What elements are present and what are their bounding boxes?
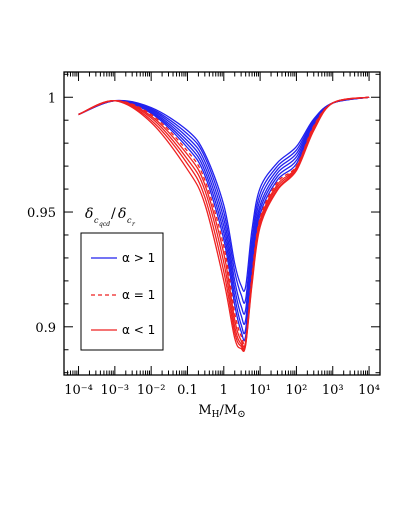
x-tick-label: 10⁻⁴ <box>64 383 93 398</box>
y-tick-labels: 0.9 0.95 1 <box>27 91 56 336</box>
x-tick-label: 10⁴ <box>358 383 380 398</box>
series-line-alpha_gt_1-4 <box>78 96 370 335</box>
x-tick-label: 10³ <box>322 383 344 398</box>
series-line-alpha_lt_1-10 <box>78 96 370 352</box>
y-tick-label: 0.95 <box>27 206 56 221</box>
tick-marks <box>63 72 381 375</box>
svg-text:/: / <box>111 206 116 222</box>
x-tick-label: 10² <box>286 383 308 398</box>
svg-text:δ: δ <box>118 206 126 222</box>
svg-text:r: r <box>132 221 136 228</box>
series-lines <box>78 96 370 352</box>
series-line-alpha_gt_1-2 <box>78 96 370 315</box>
legend-label: α < 1 <box>122 323 155 337</box>
x-tick-label: 1 <box>220 383 228 398</box>
svg-text:c: c <box>127 216 132 225</box>
y-tick-label: 0.9 <box>35 321 56 336</box>
series-line-alpha_eq_1-6 <box>78 96 370 345</box>
x-tick-label: 10¹ <box>249 383 271 398</box>
series-line-alpha_gt_1-1 <box>78 96 370 304</box>
series-line-alpha_gt_1-0 <box>78 96 370 293</box>
x-tick-labels: 10⁻⁴ 10⁻³ 10⁻² 0.1 1 10¹ 10² 10³ 10⁴ <box>64 383 380 398</box>
x-tick-label: 0.1 <box>177 383 198 398</box>
svg-text:qcd: qcd <box>99 221 110 228</box>
legend-title: δ c qcd / δ c r <box>85 206 136 228</box>
legend: α > 1 α = 1 α < 1 <box>80 232 164 351</box>
series-line-alpha_gt_1-3 <box>78 96 370 325</box>
x-axis-label: MH/M⊙ <box>198 403 245 420</box>
x-tick-label: 10⁻³ <box>101 383 130 398</box>
svg-text:c: c <box>94 216 99 225</box>
legend-label: α = 1 <box>122 288 155 302</box>
svg-text:δ: δ <box>85 206 93 222</box>
y-tick-label: 1 <box>48 91 56 106</box>
x-tick-label: 10⁻² <box>137 383 166 398</box>
legend-label: α > 1 <box>122 251 155 265</box>
series-line-alpha_gt_1-5 <box>78 96 370 342</box>
